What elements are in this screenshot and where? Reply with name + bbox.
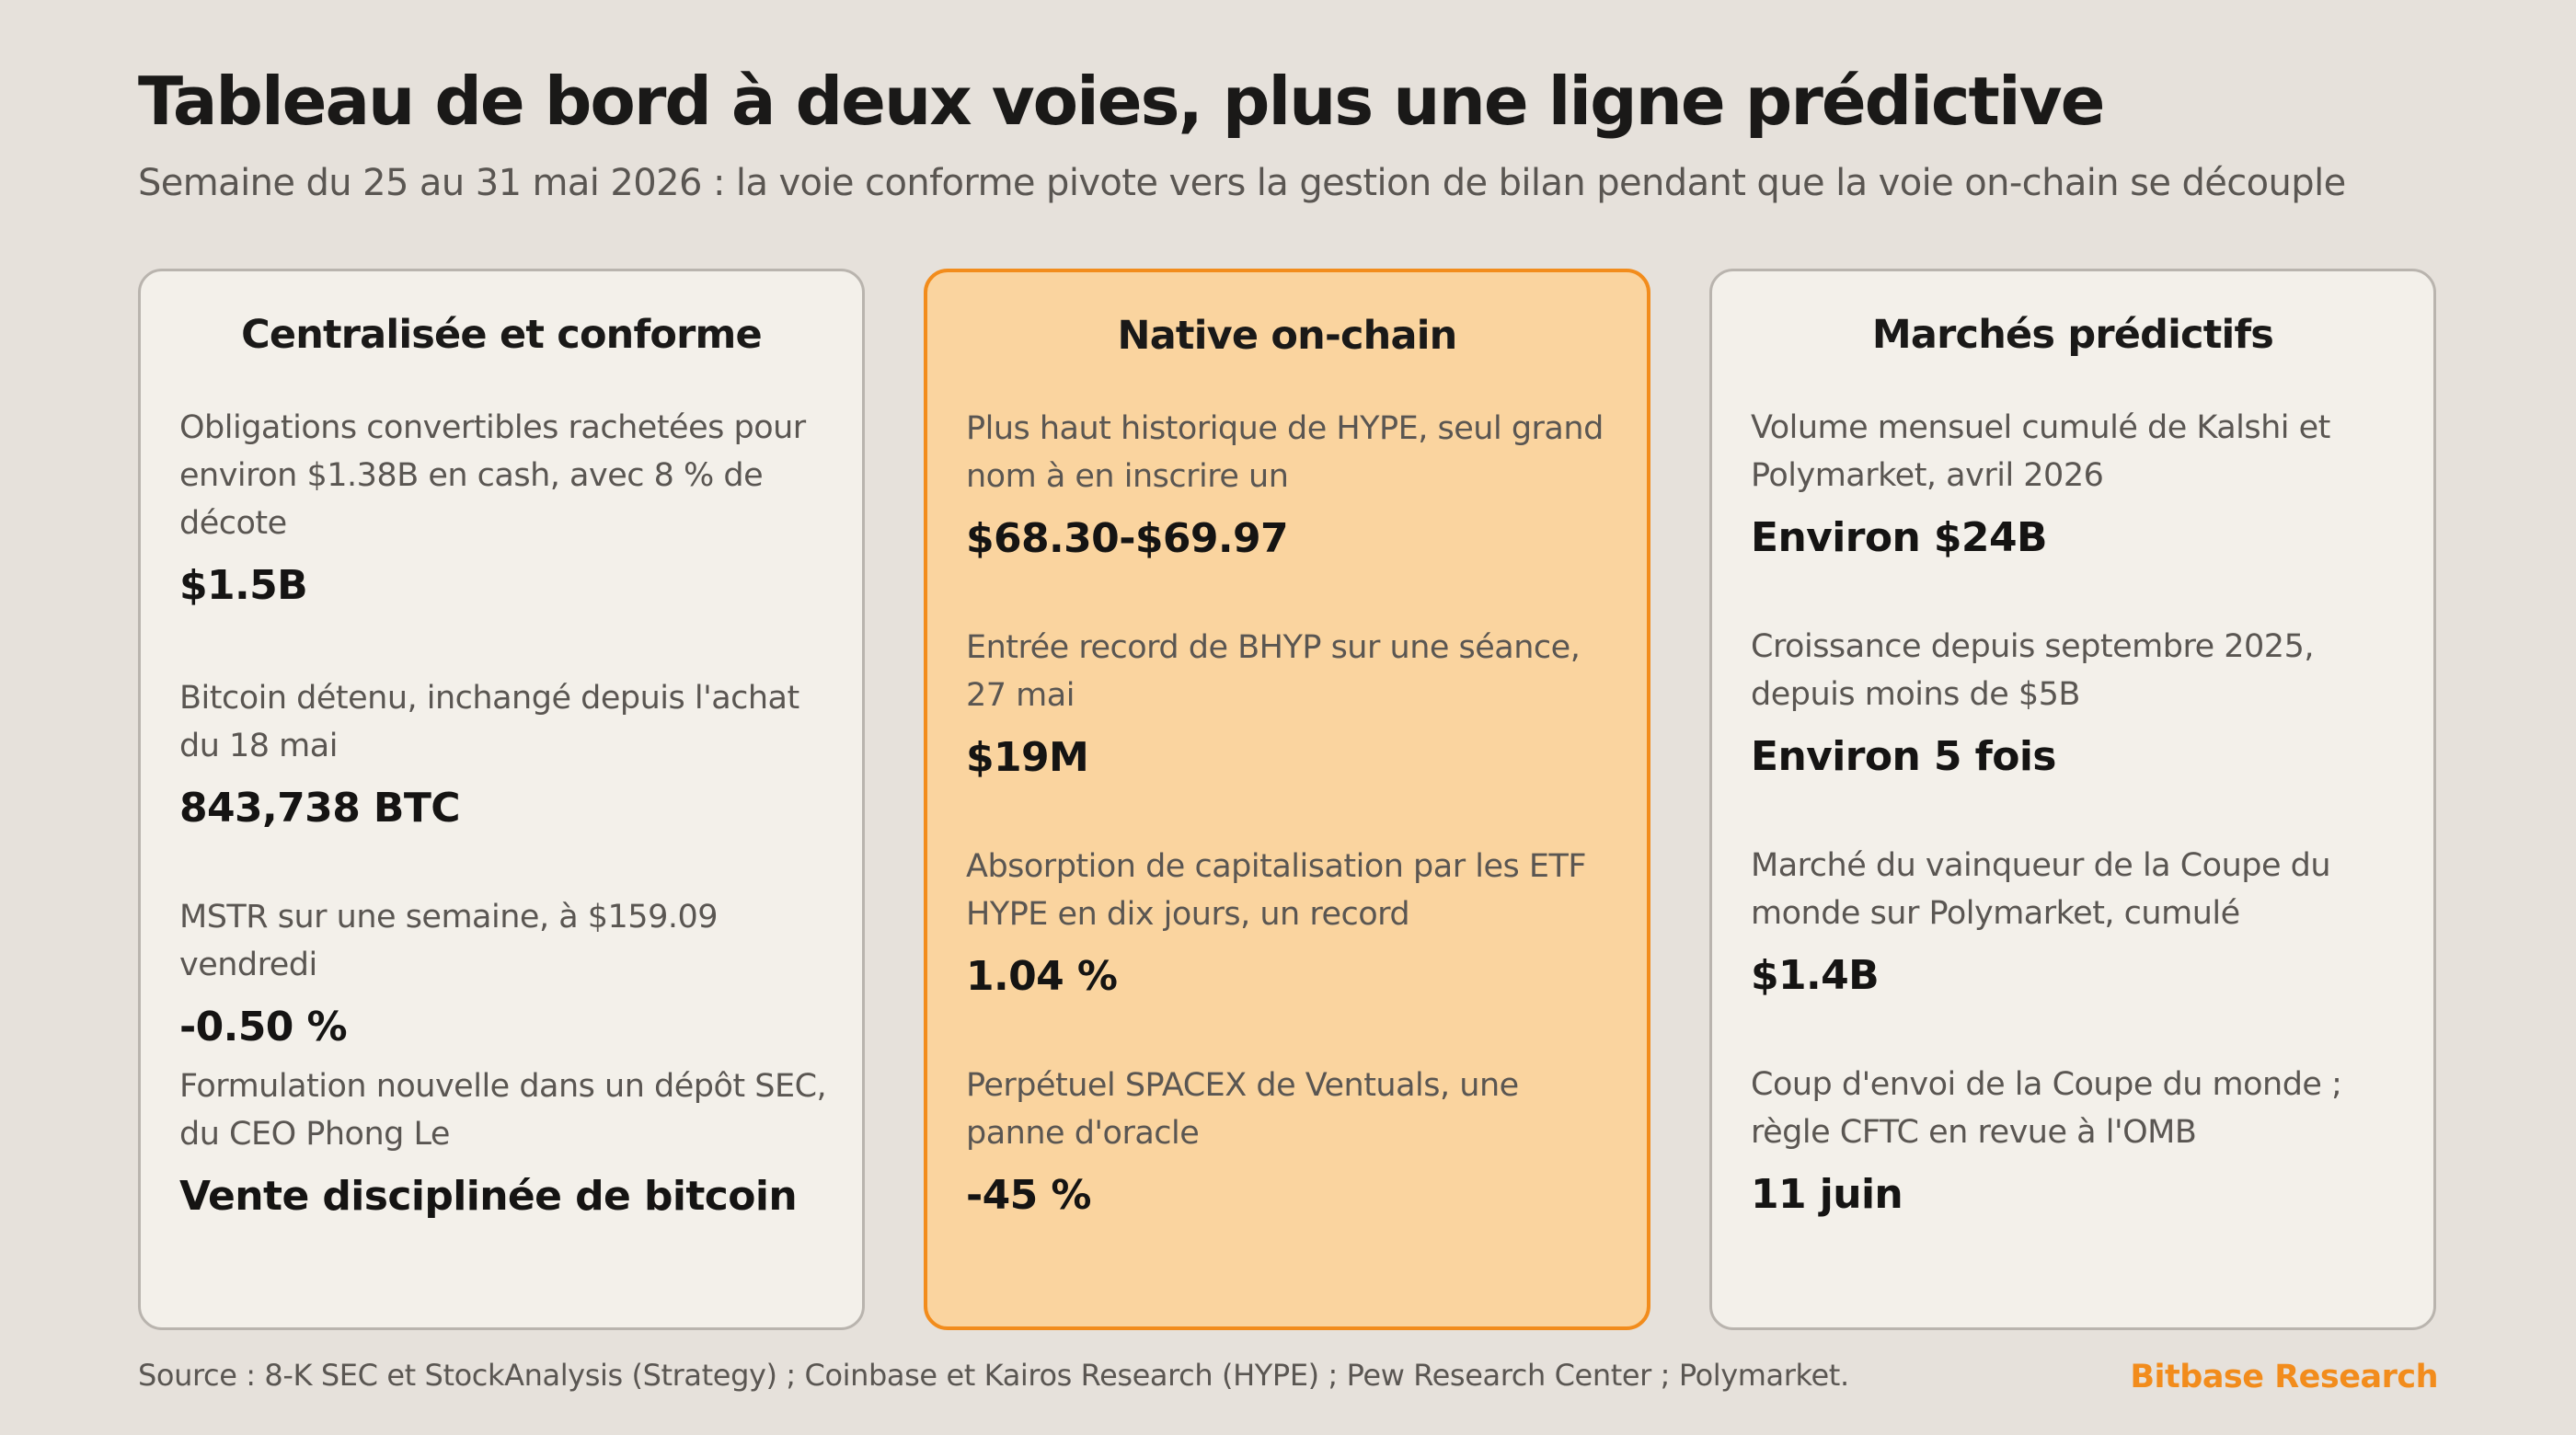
page-title: Tableau de bord à deux voies, plus une l… [138, 63, 2105, 140]
metric-label: Absorption de capitalisation par les ETF… [966, 848, 1586, 933]
metric-label: MSTR sur une semaine, à $159.09 vendredi [179, 899, 719, 983]
metric: Volume mensuel cumulé de Kalshi et Polym… [1751, 404, 2406, 562]
metric: Entrée record de BHYP sur une séance, 27… [966, 624, 1619, 782]
metric-label: Croissance depuis septembre 2025, depuis… [1751, 628, 2314, 713]
source-note: Source : 8-K SEC et StockAnalysis (Strat… [138, 1358, 1849, 1393]
metric-label: Entrée record de BHYP sur une séance, 27… [966, 629, 1581, 714]
metric-value: Environ $24B [1751, 514, 2048, 561]
metric-label: Coup d'envoi de la Coupe du monde ; règl… [1751, 1066, 2342, 1151]
card-prediction-markets: Marchés prédictifs Volume mensuel cumulé… [1709, 269, 2436, 1330]
metric: Bitcoin détenu, inchangé depuis l'achat … [179, 674, 834, 832]
metric-value: $19M [966, 734, 1089, 781]
metric: Absorption de capitalisation par les ETF… [966, 843, 1619, 1001]
card-heading: Marchés prédictifs [1871, 312, 2274, 358]
metric-label: Perpétuel SPACEX de Ventuals, une panne … [966, 1067, 1519, 1152]
metric-value: 11 juin [1751, 1171, 1903, 1218]
metric: Formulation nouvelle dans un dépôt SEC, … [179, 1062, 834, 1221]
metric-label: Volume mensuel cumulé de Kalshi et Polym… [1751, 409, 2330, 494]
metric-value: -45 % [966, 1172, 1092, 1219]
metric: Perpétuel SPACEX de Ventuals, une panne … [966, 1062, 1619, 1220]
brand-label: Bitbase Research [2130, 1359, 2438, 1395]
metric: Marché du vainqueur de la Coupe du monde… [1751, 842, 2406, 1000]
metric: Croissance depuis septembre 2025, depuis… [1751, 623, 2406, 781]
metric-label: Obligations convertibles rachetées pour … [179, 409, 806, 542]
card-centralised-compliant: Centralisée et conforme Obligations conv… [138, 269, 865, 1330]
metric-value: Environ 5 fois [1751, 733, 2057, 780]
metric-value: -0.50 % [179, 1004, 348, 1050]
dashboard-columns: Centralisée et conforme Obligations conv… [138, 269, 2438, 1330]
metric: MSTR sur une semaine, à $159.09 vendredi… [179, 893, 834, 1051]
card-heading: Centralisée et conforme [241, 312, 763, 358]
page-subtitle: Semaine du 25 au 31 mai 2026 : la voie c… [138, 162, 2346, 204]
metric-value: Vente disciplinée de bitcoin [179, 1173, 798, 1220]
metric: Plus haut historique de HYPE, seul grand… [966, 405, 1619, 563]
metric-label: Plus haut historique de HYPE, seul grand… [966, 410, 1604, 495]
metric-label: Formulation nouvelle dans un dépôt SEC, … [179, 1068, 827, 1153]
metric: Coup d'envoi de la Coupe du monde ; règl… [1751, 1061, 2406, 1219]
metric-value: $1.4B [1751, 952, 1880, 999]
metric-value: $68.30-$69.97 [966, 515, 1289, 562]
metric: Obligations convertibles rachetées pour … [179, 404, 834, 610]
metric-label: Bitcoin détenu, inchangé depuis l'achat … [179, 680, 799, 764]
metric-value: 843,738 BTC [179, 785, 461, 832]
metric-value: $1.5B [179, 562, 308, 609]
metric-label: Marché du vainqueur de la Coupe du monde… [1751, 847, 2331, 932]
card-heading: Native on-chain [1117, 313, 1458, 359]
metric-value: 1.04 % [966, 953, 1118, 1000]
card-native-on-chain: Native on-chain Plus haut historique de … [924, 269, 1650, 1330]
